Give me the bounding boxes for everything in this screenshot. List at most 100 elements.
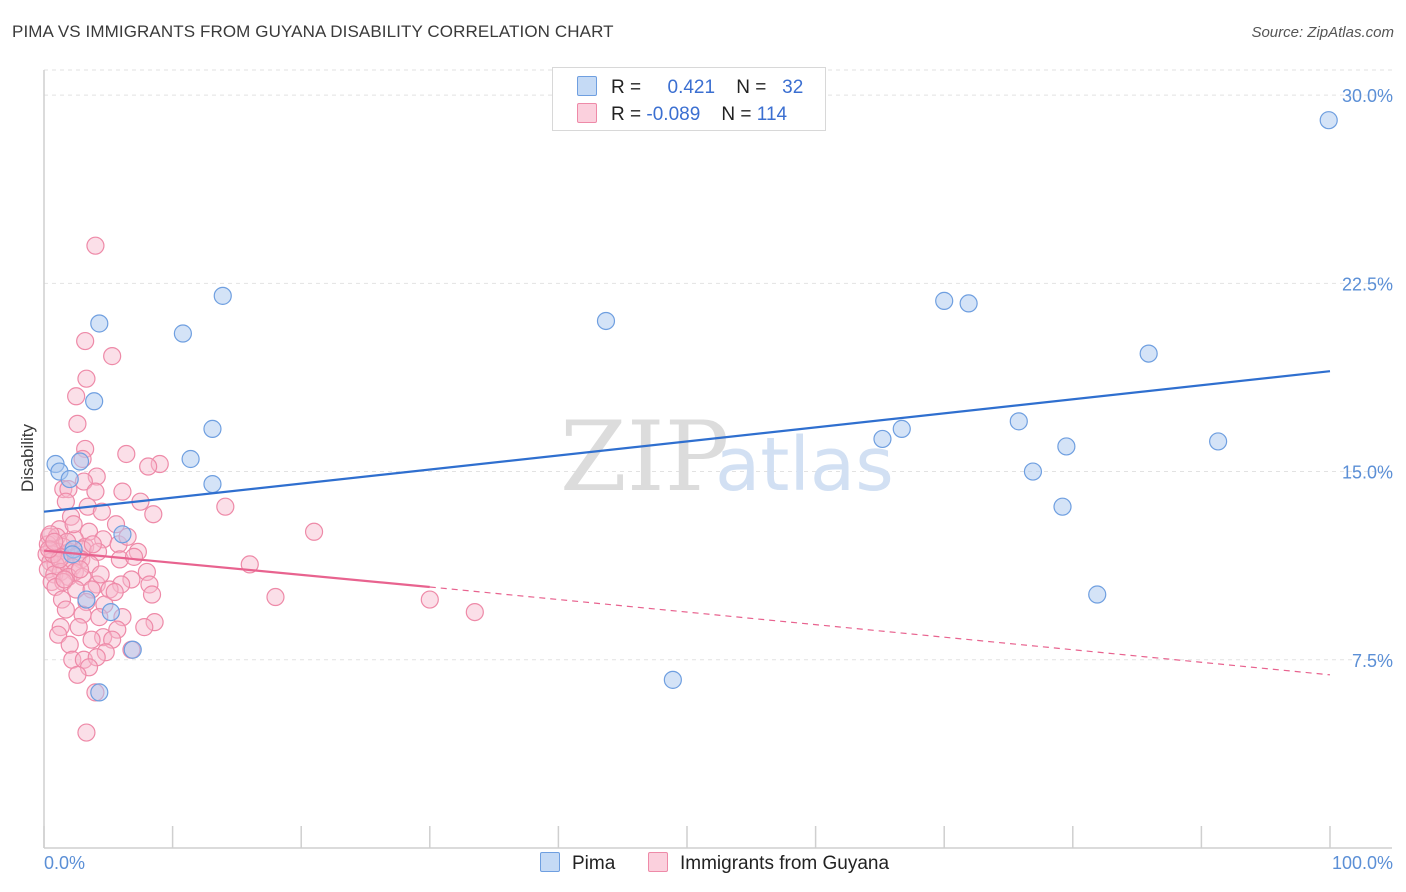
pima-point bbox=[1009, 412, 1028, 431]
y-tick-label-2: 22.5% bbox=[1342, 274, 1393, 294]
guyana-point bbox=[150, 454, 169, 474]
pima-point bbox=[596, 311, 616, 331]
legend-swatch-guyana bbox=[577, 103, 597, 123]
guyana-point bbox=[92, 502, 111, 521]
guyana-point bbox=[82, 630, 101, 649]
pima-trend-line bbox=[43, 370, 1331, 513]
legend-n-label: N = bbox=[736, 77, 767, 98]
guyana-point bbox=[266, 587, 285, 607]
pima-point bbox=[85, 392, 104, 411]
guyana-point bbox=[105, 582, 124, 602]
guyana-point bbox=[304, 522, 324, 541]
pima-point bbox=[203, 474, 222, 494]
guyana-point bbox=[139, 457, 158, 476]
guyana-trend-line bbox=[43, 549, 430, 589]
pima-point bbox=[1139, 344, 1158, 363]
pima-point bbox=[90, 683, 109, 702]
bottom-legend-swatch-pima bbox=[540, 852, 560, 872]
guyana-point bbox=[76, 331, 95, 351]
legend-row-guyana: R = -0.089 N = 114 bbox=[577, 103, 787, 127]
guyana-point bbox=[70, 560, 90, 579]
pima-point bbox=[203, 419, 222, 438]
bottom-legend-guyana: Immigrants from Guyana bbox=[648, 852, 889, 875]
guyana-trend-extension bbox=[429, 586, 1331, 676]
legend-n-label: N = bbox=[721, 104, 752, 125]
guyana-point bbox=[60, 635, 79, 654]
guyana-point bbox=[86, 236, 105, 255]
guyana-point bbox=[420, 590, 439, 609]
guyana-point bbox=[56, 600, 75, 619]
guyana-point bbox=[112, 575, 131, 594]
pima-point bbox=[173, 324, 192, 343]
pima-point bbox=[935, 291, 954, 310]
guyana-point bbox=[69, 618, 88, 637]
pima-point bbox=[1319, 111, 1338, 130]
y-tick-label-1: 15.0% bbox=[1342, 463, 1393, 483]
pima-point bbox=[77, 590, 96, 609]
guyana-point bbox=[216, 497, 235, 516]
axes bbox=[43, 70, 1392, 849]
legend-swatch-pima bbox=[577, 76, 597, 96]
pima-point bbox=[123, 640, 142, 659]
pima-point bbox=[1057, 437, 1076, 456]
guyana-point bbox=[135, 618, 154, 637]
pima-point bbox=[1053, 497, 1072, 516]
guyana-point bbox=[45, 532, 64, 551]
x-tick-label-min: 0.0% bbox=[44, 853, 85, 873]
bottom-legend-guyana-label: Immigrants from Guyana bbox=[680, 853, 890, 874]
guyana-point bbox=[113, 482, 132, 501]
guyana-point bbox=[52, 590, 72, 609]
guyana-point bbox=[64, 515, 83, 534]
x-tick-label-max: 100.0% bbox=[1332, 853, 1393, 873]
trend-lines bbox=[43, 370, 1331, 676]
guyana-point bbox=[49, 625, 68, 644]
y-axis-label: Disability bbox=[18, 423, 37, 492]
guyana-point bbox=[122, 570, 141, 589]
guyana-point bbox=[77, 723, 96, 742]
legend-r-label: R = bbox=[611, 77, 642, 98]
pima-point bbox=[873, 429, 892, 449]
guyana-point bbox=[465, 602, 484, 622]
pima-point bbox=[70, 452, 90, 471]
pima-point bbox=[959, 294, 978, 313]
guyana-point bbox=[142, 585, 162, 604]
pima-point bbox=[90, 314, 109, 333]
guyana-point bbox=[87, 648, 106, 667]
guyana-point bbox=[68, 414, 87, 433]
pima-point bbox=[1088, 585, 1107, 604]
guyana-point bbox=[124, 547, 144, 566]
chart-title: PIMA VS IMMIGRANTS FROM GUYANA DISABILIT… bbox=[12, 22, 614, 41]
legend-guyana-n: 114 bbox=[756, 104, 788, 125]
guyana-point bbox=[83, 535, 102, 554]
pima-point bbox=[113, 525, 132, 544]
y-tick-label-3: 30.0% bbox=[1342, 86, 1393, 106]
guyana-point bbox=[103, 347, 122, 366]
legend-pima-n: 32 bbox=[782, 77, 804, 98]
y-tick-labels: 7.5% 15.0% 22.5% 30.0% bbox=[1342, 86, 1393, 671]
guyana-point bbox=[91, 565, 110, 584]
pima-point bbox=[101, 602, 120, 622]
guyana-point bbox=[117, 444, 136, 464]
watermark-zip: ZIP bbox=[560, 401, 729, 513]
y-tick-label-0: 7.5% bbox=[1352, 651, 1393, 671]
bottom-legend-pima-label: Pima bbox=[572, 853, 616, 874]
guyana-point bbox=[67, 387, 86, 406]
pima-point bbox=[892, 419, 911, 438]
correlation-legend: R = 0.421 N = 32 R = -0.089 N = 114 bbox=[552, 67, 826, 131]
legend-guyana-r: -0.089 bbox=[646, 104, 701, 125]
guyana-point bbox=[77, 369, 96, 388]
pima-point bbox=[60, 469, 79, 489]
legend-pima-r: 0.421 bbox=[667, 77, 716, 98]
pima-point bbox=[181, 449, 200, 469]
pima-point bbox=[663, 670, 682, 689]
guyana-point bbox=[108, 620, 127, 639]
guyana-point bbox=[96, 643, 115, 662]
guyana-point bbox=[145, 613, 164, 632]
source-label: Source: ZipAtlas.com bbox=[1251, 24, 1394, 41]
bottom-legend-swatch-guyana bbox=[648, 852, 668, 872]
pima-point bbox=[1023, 462, 1043, 481]
guyana-point bbox=[144, 505, 163, 524]
bottom-legend-pima: Pima bbox=[540, 852, 615, 875]
pima-point bbox=[1209, 432, 1228, 451]
